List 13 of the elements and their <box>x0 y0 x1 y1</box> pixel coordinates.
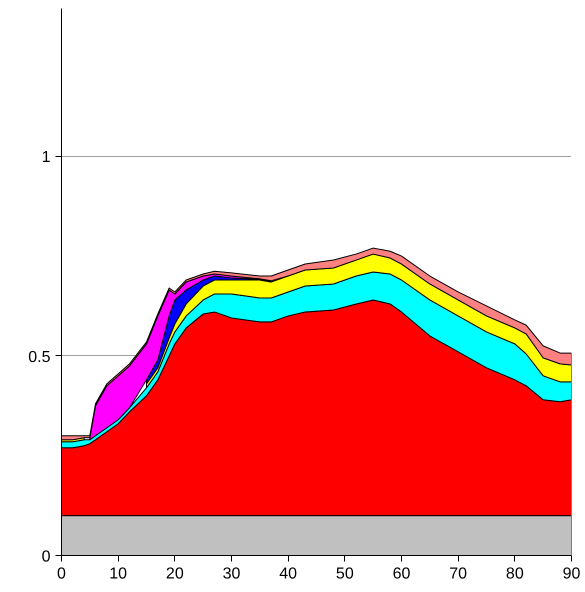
x-tick-label: 90 <box>562 566 580 582</box>
y-tick-label: 0 <box>42 548 51 566</box>
x-tick-label: 20 <box>166 566 184 582</box>
x-tick-label: 70 <box>449 566 468 582</box>
x-tick-label: 50 <box>336 566 354 582</box>
x-tick-label: 60 <box>392 566 410 582</box>
y-tick-label: 0.5 <box>28 348 51 366</box>
x-tick-label: 40 <box>279 566 298 582</box>
y-tick-label: 1 <box>42 149 51 166</box>
x-tick-label: 0 <box>57 566 66 582</box>
x-tick-label: 80 <box>506 566 524 582</box>
x-tick-label: 10 <box>109 566 128 582</box>
x-tick-label: 30 <box>222 566 240 582</box>
